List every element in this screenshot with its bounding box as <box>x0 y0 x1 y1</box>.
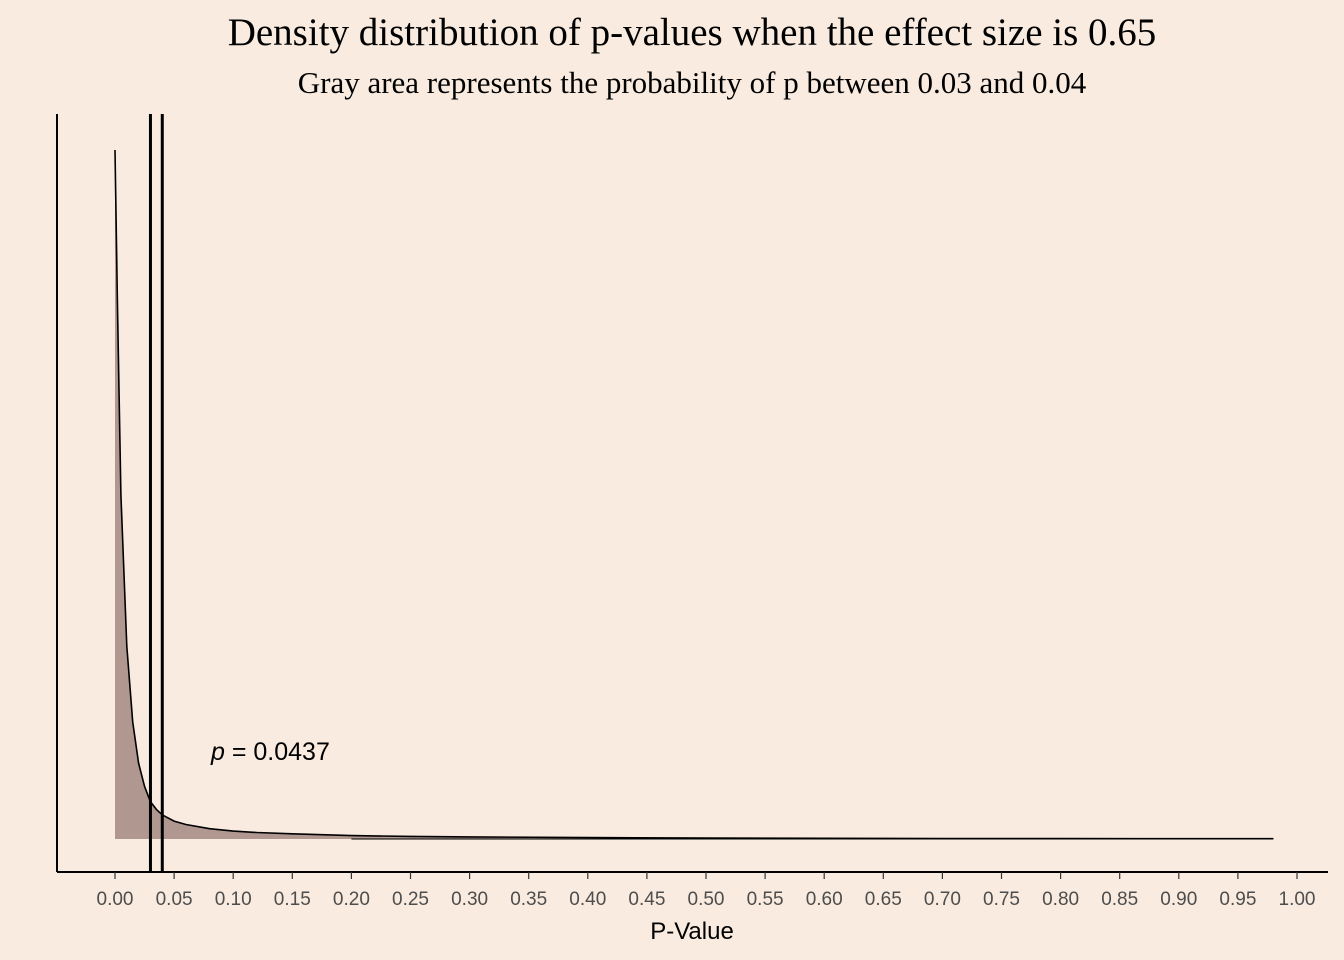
x-tick-label: 0.10 <box>215 889 252 910</box>
x-tick-label: 0.25 <box>392 889 429 910</box>
x-tick-label: 0.40 <box>569 889 606 910</box>
x-tick-label: 0.85 <box>1101 889 1138 910</box>
x-tick-label: 0.30 <box>451 889 488 910</box>
x-tick-label: 0.55 <box>747 889 784 910</box>
x-tick-label: 0.50 <box>688 889 725 910</box>
density-fill <box>115 150 1274 839</box>
x-tick-label: 0.75 <box>983 889 1020 910</box>
chart-title: Density distribution of p-values when th… <box>228 11 1157 54</box>
x-tick-label: 0.35 <box>510 889 547 910</box>
x-tick-label: 0.65 <box>865 889 902 910</box>
x-tick-label: 0.60 <box>806 889 843 910</box>
x-tick-label: 0.70 <box>924 889 961 910</box>
x-tick-label: 0.95 <box>1219 889 1256 910</box>
p-value-annotation: p = 0.0437 <box>210 738 330 766</box>
plot-area <box>114 114 1274 872</box>
x-axis-ticks: 0.00 0.05 0.10 0.15 0.20 0.25 0.30 0.35 0.40 0.45… <box>97 872 1316 910</box>
x-tick-label: 0.05 <box>156 889 193 910</box>
x-tick-label: 0.80 <box>1042 889 1079 910</box>
x-axis-title: P-Value <box>650 918 734 945</box>
x-tick-label: 0.90 <box>1160 889 1197 910</box>
x-tick-label: 0.45 <box>628 889 665 910</box>
x-tick-label: 0.20 <box>333 889 370 910</box>
x-tick-label: 0.00 <box>97 889 134 910</box>
x-tick-label: 1.00 <box>1279 889 1316 910</box>
chart-subtitle: Gray area represents the probability of … <box>298 65 1087 100</box>
density-curve <box>114 149 1274 840</box>
x-tick-label: 0.15 <box>274 889 311 910</box>
